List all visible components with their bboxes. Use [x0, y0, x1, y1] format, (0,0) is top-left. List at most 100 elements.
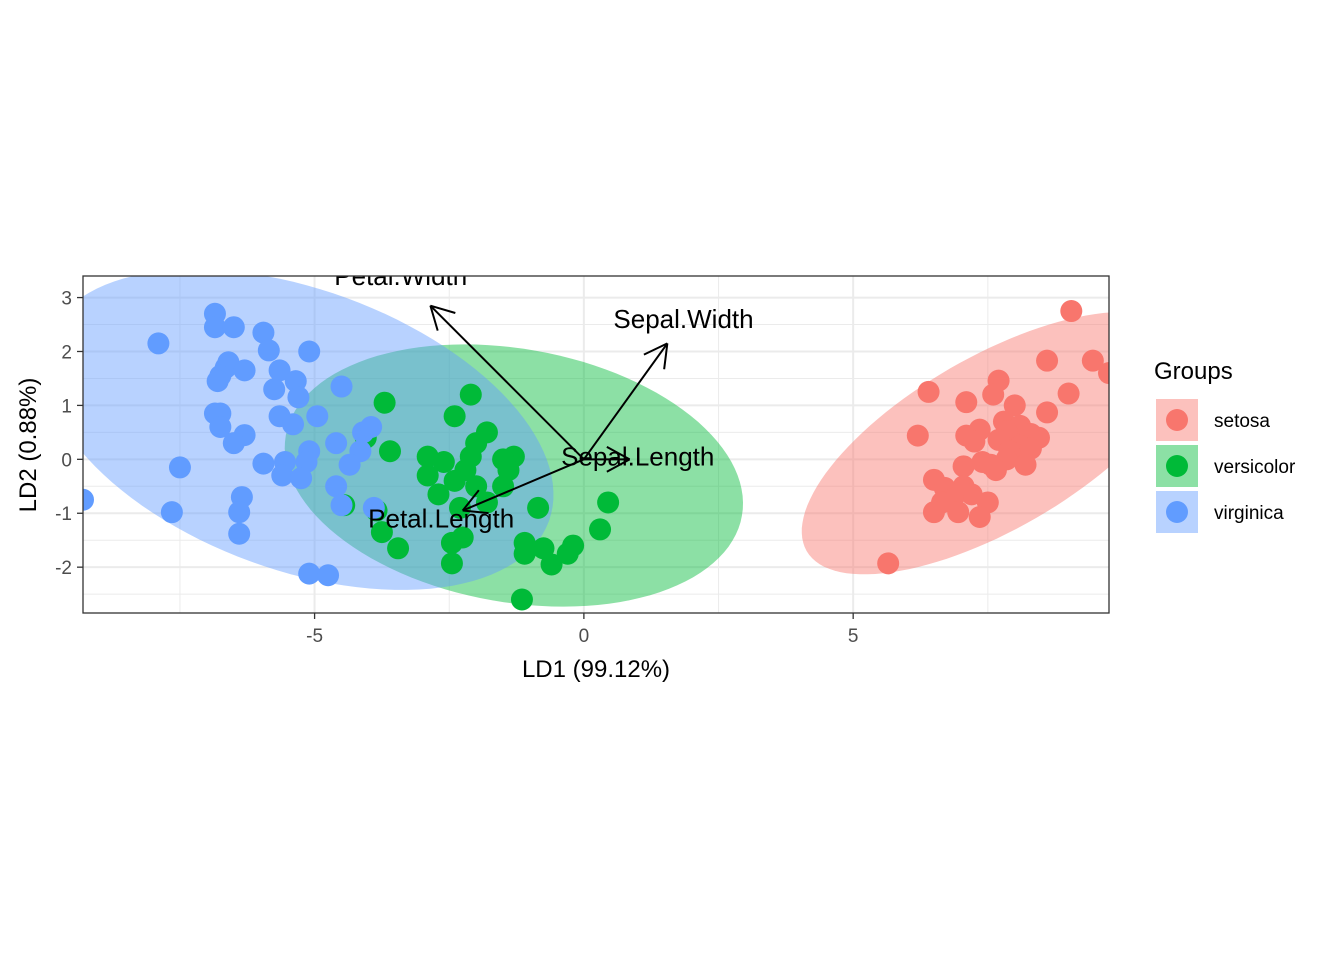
arrow-head	[606, 445, 631, 461]
point-versicolor	[440, 552, 463, 575]
point-versicolor	[443, 469, 466, 492]
point-virginica	[330, 494, 353, 517]
point-virginica	[222, 432, 245, 455]
legend-point-virginica	[1166, 501, 1188, 523]
point-virginica	[222, 316, 245, 339]
point-virginica	[257, 339, 280, 362]
point-setosa	[917, 380, 940, 403]
point-versicolor	[370, 521, 393, 544]
point-setosa	[1003, 394, 1026, 417]
plot-panel: Sepal.Width Petal.Width Sepal.Length Petal.…	[82, 261, 1110, 614]
arrow-head	[462, 509, 489, 515]
point-virginica	[228, 522, 251, 545]
legend-point-setosa	[1166, 409, 1188, 431]
point-setosa	[1098, 362, 1109, 385]
point-virginica	[83, 488, 94, 511]
point-setosa	[968, 506, 991, 529]
point-virginica	[306, 405, 329, 428]
point-virginica	[233, 359, 256, 382]
arrow-head	[663, 343, 669, 370]
y-tick-label: 3	[61, 289, 72, 310]
x-axis-title: LD1 (99.12%)	[522, 656, 670, 683]
point-versicolor	[556, 542, 579, 565]
arrow-label: Petal.Width	[334, 261, 467, 291]
point-virginica	[325, 432, 348, 455]
legend-entries: setosa versicolor virginica	[1156, 399, 1296, 533]
point-versicolor	[416, 464, 439, 487]
arrow-head	[429, 305, 439, 331]
x-axis-ticks: -5 0 5	[306, 613, 858, 647]
arrow-label: Sepal.Width	[613, 304, 753, 334]
legend-label-virginica: virginica	[1214, 503, 1284, 524]
point-setosa	[1057, 382, 1080, 405]
arrow-head	[430, 304, 456, 314]
point-virginica	[203, 316, 226, 339]
y-tick-label: 1	[61, 396, 72, 417]
arrow-head	[461, 489, 480, 512]
point-virginica	[317, 564, 340, 587]
point-setosa	[955, 391, 978, 414]
point-versicolor	[387, 537, 410, 560]
point-setosa	[1036, 349, 1059, 372]
point-setosa	[922, 501, 945, 524]
arrow-head	[643, 342, 668, 356]
point-versicolor	[443, 405, 466, 428]
panel-border	[82, 275, 1110, 614]
point-versicolor	[432, 451, 455, 474]
point-virginica	[268, 359, 291, 382]
arrow-shaft	[462, 458, 585, 512]
point-setosa	[982, 383, 1005, 406]
point-versicolor	[510, 588, 533, 611]
point-setosa	[1081, 349, 1104, 372]
point-setosa	[877, 552, 900, 575]
legend-point-versicolor	[1166, 455, 1188, 477]
point-virginica	[282, 413, 305, 436]
point-versicolor	[449, 496, 472, 519]
point-virginica	[271, 464, 294, 487]
x-tick-label: 0	[579, 626, 590, 647]
point-setosa	[906, 424, 929, 447]
point-virginica	[360, 415, 383, 438]
point-setosa	[984, 459, 1007, 482]
y-tick-label: -2	[55, 558, 72, 579]
point-versicolor	[527, 496, 550, 519]
point-versicolor	[440, 531, 463, 554]
y-tick-label: -1	[55, 504, 72, 525]
point-virginica	[252, 321, 275, 344]
arrow-label: Sepal.Length	[561, 442, 714, 472]
point-versicolor	[589, 518, 612, 541]
legend-label-setosa: setosa	[1214, 411, 1270, 432]
point-setosa	[963, 430, 986, 453]
point-setosa	[1014, 453, 1037, 476]
y-tick-label: 2	[61, 342, 72, 363]
legend: Groups setosa versicolor virginica	[1154, 358, 1296, 533]
point-setosa	[952, 455, 975, 478]
point-versicolor	[540, 553, 563, 576]
point-virginica	[160, 501, 183, 524]
point-virginica	[209, 415, 232, 438]
point-virginica	[290, 467, 313, 490]
legend-label-versicolor: versicolor	[1214, 457, 1296, 478]
arrow-label: Petal.Length	[368, 504, 514, 534]
point-versicolor	[459, 383, 482, 406]
point-virginica	[263, 378, 286, 401]
point-versicolor	[597, 491, 620, 514]
point-virginica	[287, 386, 310, 409]
point-versicolor	[465, 475, 488, 498]
point-virginica	[362, 496, 385, 519]
legend-title: Groups	[1154, 358, 1233, 385]
point-virginica	[330, 375, 353, 398]
loading-labels: Sepal.Width Petal.Width Sepal.Length Petal.…	[334, 261, 753, 534]
point-virginica	[338, 453, 361, 476]
x-tick-label: -5	[306, 626, 323, 647]
point-virginica	[168, 456, 191, 479]
loading-arrows	[429, 304, 669, 515]
y-axis-ticks: -2 -1 0 1 2 3	[55, 289, 83, 579]
point-virginica	[298, 340, 321, 363]
y-tick-label: 0	[61, 450, 72, 471]
arrow-head	[606, 458, 631, 473]
point-setosa	[947, 501, 970, 524]
arrow-shaft	[429, 304, 585, 461]
ellipse-setosa	[801, 312, 1109, 575]
